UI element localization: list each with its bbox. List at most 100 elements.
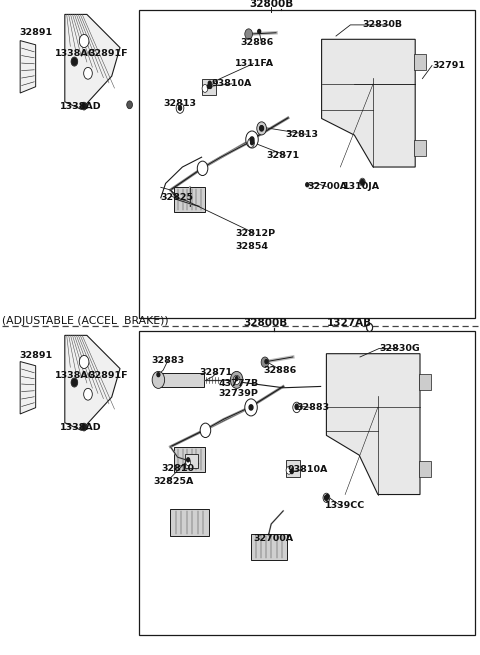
Circle shape	[187, 458, 190, 462]
Bar	[414, 54, 426, 70]
Text: 32891: 32891	[19, 28, 52, 37]
Circle shape	[79, 356, 89, 369]
Circle shape	[200, 423, 211, 438]
Circle shape	[323, 493, 330, 502]
Text: 32700A: 32700A	[253, 534, 294, 543]
Text: 1339CC: 1339CC	[324, 501, 365, 510]
Bar	[139, 331, 475, 635]
Polygon shape	[20, 41, 36, 93]
Circle shape	[360, 179, 364, 185]
Text: 32812P: 32812P	[235, 229, 276, 238]
Circle shape	[186, 459, 191, 466]
Circle shape	[250, 137, 254, 142]
Circle shape	[82, 103, 86, 109]
Bar	[202, 79, 216, 95]
Circle shape	[233, 375, 240, 384]
Circle shape	[197, 161, 208, 176]
Circle shape	[127, 101, 132, 109]
Bar	[158, 373, 204, 387]
Polygon shape	[322, 39, 415, 167]
Text: 93810A: 93810A	[288, 465, 328, 474]
Text: 32825: 32825	[161, 193, 194, 202]
Circle shape	[260, 126, 264, 131]
Circle shape	[235, 377, 238, 381]
Circle shape	[81, 102, 87, 110]
Polygon shape	[251, 534, 287, 560]
Text: 32813: 32813	[163, 99, 196, 108]
Polygon shape	[170, 509, 209, 536]
Text: 1338AC: 1338AC	[55, 371, 96, 380]
Text: 32883: 32883	[296, 403, 329, 412]
Text: 1338AD: 1338AD	[60, 102, 102, 111]
Circle shape	[290, 470, 293, 474]
Circle shape	[157, 373, 160, 377]
Circle shape	[249, 405, 253, 410]
Circle shape	[71, 378, 78, 387]
Circle shape	[367, 324, 372, 331]
Circle shape	[152, 371, 165, 388]
Polygon shape	[326, 354, 420, 495]
Circle shape	[208, 81, 211, 85]
Circle shape	[202, 84, 208, 92]
Text: 32891F: 32891F	[89, 49, 129, 58]
Text: 32883: 32883	[151, 356, 184, 365]
Bar	[139, 10, 475, 318]
Text: 32700A: 32700A	[307, 182, 348, 191]
Bar	[419, 374, 431, 390]
Circle shape	[251, 141, 253, 145]
Bar	[419, 461, 431, 477]
Circle shape	[84, 67, 92, 79]
Circle shape	[246, 131, 258, 148]
Circle shape	[306, 183, 309, 187]
Text: 43777B: 43777B	[218, 379, 259, 388]
Circle shape	[324, 495, 328, 500]
Text: 32739P: 32739P	[218, 388, 258, 398]
Circle shape	[72, 58, 77, 65]
Polygon shape	[174, 447, 205, 472]
Circle shape	[245, 399, 257, 416]
Circle shape	[179, 106, 181, 110]
Circle shape	[295, 404, 298, 408]
Text: 32871: 32871	[199, 367, 232, 377]
Text: 32886: 32886	[240, 38, 273, 47]
Circle shape	[84, 388, 92, 400]
Text: 1310JA: 1310JA	[343, 182, 380, 191]
Circle shape	[207, 84, 210, 88]
Text: 32813: 32813	[286, 130, 319, 139]
Text: 1338AC: 1338AC	[55, 49, 96, 58]
Text: 32810: 32810	[162, 464, 195, 473]
Text: 32830B: 32830B	[362, 20, 402, 29]
Text: 32891: 32891	[19, 350, 52, 360]
Circle shape	[230, 371, 243, 388]
Polygon shape	[65, 14, 120, 109]
Circle shape	[82, 424, 86, 430]
Bar	[286, 460, 300, 477]
Circle shape	[209, 84, 212, 88]
Text: 32791: 32791	[432, 61, 465, 70]
Circle shape	[260, 126, 263, 130]
Text: 32886: 32886	[263, 365, 296, 375]
Bar	[414, 140, 426, 156]
Circle shape	[81, 423, 87, 431]
Circle shape	[360, 178, 365, 186]
Text: 32871: 32871	[266, 151, 300, 160]
Circle shape	[79, 35, 89, 48]
Text: 32800B: 32800B	[249, 0, 293, 9]
Text: 32891F: 32891F	[89, 371, 129, 380]
Circle shape	[293, 402, 300, 413]
Circle shape	[326, 495, 329, 498]
Circle shape	[295, 405, 298, 409]
Circle shape	[248, 138, 254, 147]
Polygon shape	[174, 187, 205, 212]
Text: 93810A: 93810A	[211, 79, 252, 88]
Circle shape	[258, 29, 261, 33]
Text: 32800B: 32800B	[243, 318, 287, 328]
Text: 32825A: 32825A	[154, 477, 194, 486]
Text: 32854: 32854	[235, 242, 268, 251]
Circle shape	[176, 103, 184, 113]
Text: (ADJUSTABLE (ACCEL  BRAKE)): (ADJUSTABLE (ACCEL BRAKE))	[2, 316, 169, 326]
Circle shape	[261, 357, 269, 367]
Circle shape	[265, 360, 268, 364]
Text: 1338AD: 1338AD	[60, 422, 102, 432]
Polygon shape	[65, 335, 120, 430]
